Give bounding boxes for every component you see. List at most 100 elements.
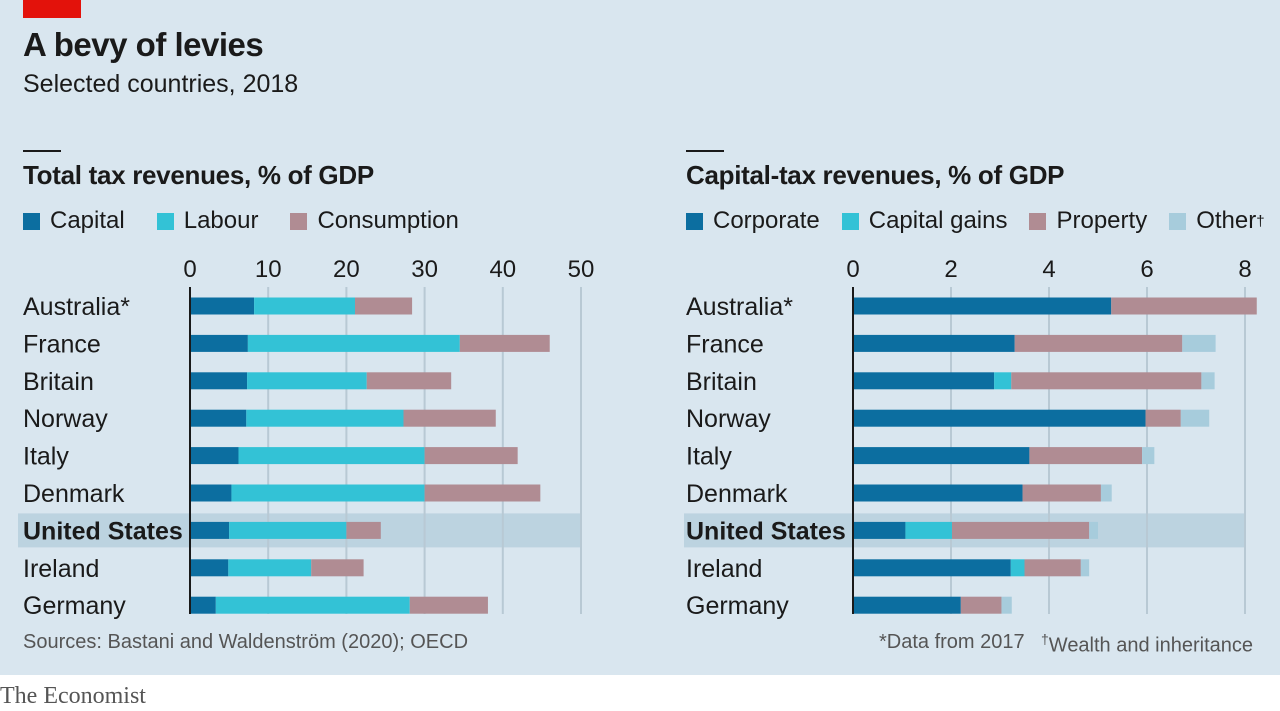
category-label: Britain (23, 368, 94, 396)
bar-segment (1001, 596, 1012, 614)
bar-segment (190, 297, 255, 315)
category-label: Australia* (23, 293, 130, 321)
bar-segment (1111, 297, 1257, 315)
category-label: Ireland (23, 555, 99, 583)
bar-segment (346, 521, 381, 539)
legend-label: Capital (50, 207, 125, 234)
right-legend: Corporate Capital gains Property Other † (686, 207, 1265, 235)
tick-label: 30 (411, 256, 438, 283)
bar-segment (238, 447, 425, 465)
bar-segment (1022, 484, 1101, 502)
legend-label: Capital gains (868, 207, 1008, 234)
bar-segment (190, 334, 248, 352)
bar-segment (1089, 521, 1098, 539)
tick-label: 0 (846, 256, 859, 283)
legend-label: Labour (183, 207, 259, 234)
source-note: Sources: Bastani and Waldenström (2020);… (23, 631, 469, 653)
bar-segment (355, 297, 413, 315)
legend-label: Consumption (317, 207, 459, 234)
bar-segment (1142, 447, 1155, 465)
bar-segment (254, 297, 356, 315)
bar-segment (190, 409, 247, 427)
bar-segment (190, 521, 230, 539)
footnote-2017: *Data from 2017 (879, 631, 1025, 653)
bar-segment (424, 447, 518, 465)
bar-segment (1029, 447, 1143, 465)
legend-swatch (23, 212, 40, 230)
bar-segment (190, 447, 239, 465)
bar-segment (853, 484, 1023, 502)
bar-segment (1180, 409, 1210, 427)
legend-item-capital: Capital (23, 207, 125, 235)
bar-segment (951, 521, 1090, 539)
bar-segment (190, 596, 216, 614)
legend-swatch (1169, 212, 1187, 230)
legend-label: Other (1196, 207, 1257, 234)
bar-segment (905, 521, 952, 539)
category-label: Italy (23, 443, 69, 471)
bar-segment (190, 372, 248, 390)
legend-item-consumption: Consumption (290, 207, 459, 235)
category-label: Norway (686, 405, 771, 433)
chart-title: A bevy of levies (23, 26, 264, 63)
bar-segment (190, 484, 232, 502)
tick-label: 20 (333, 256, 360, 283)
bar-segment (409, 596, 488, 614)
footnote-wealth-text: Wealth and inheritance (1048, 634, 1254, 657)
tick-label: 4 (1042, 256, 1055, 283)
dagger-mark: † (1041, 631, 1049, 647)
economist-logo: The Economist (0, 683, 146, 709)
bar-segment (853, 559, 1011, 577)
bar-segment (247, 372, 367, 390)
category-label: United States (686, 517, 846, 545)
legend-item-other: Other † (1169, 207, 1265, 235)
bar-segment (853, 596, 961, 614)
category-label: Norway (23, 405, 108, 433)
right-chart-title: Capital-tax revenues, % of GDP (686, 160, 1065, 190)
legend-swatch (156, 212, 174, 230)
legend-item-labour: Labour (156, 207, 259, 235)
footnote-wealth: †Wealth and inheritance (1041, 631, 1253, 658)
right-title-rule (686, 150, 724, 152)
bar-segment (1182, 334, 1216, 352)
bar-segment (366, 372, 452, 390)
category-label: Britain (686, 368, 757, 396)
legend-item-corporate: Corporate (686, 207, 820, 235)
bar-segment (190, 559, 229, 577)
left-title-rule (23, 150, 61, 152)
bar-segment (1014, 334, 1183, 352)
bar-segment (1145, 409, 1181, 427)
bar-segment (853, 447, 1030, 465)
bar-segment (215, 596, 410, 614)
bar-segment (424, 484, 541, 502)
chart-subtitle: Selected countries, 2018 (23, 70, 299, 98)
category-label: Denmark (23, 480, 125, 508)
bar-segment (1010, 559, 1025, 577)
bar-segment (994, 372, 1012, 390)
bar-segment (229, 521, 347, 539)
category-label: Denmark (686, 480, 788, 508)
tick-label: 0 (183, 256, 196, 283)
tick-label: 8 (1238, 256, 1251, 283)
bar-segment (853, 334, 1015, 352)
bar-segment (1011, 372, 1202, 390)
bar-segment (853, 372, 995, 390)
bar-segment (853, 297, 1112, 315)
bar-segment (853, 521, 906, 539)
category-label: United States (23, 517, 183, 545)
bar-segment (459, 334, 550, 352)
left-legend: Capital Labour Consumption (23, 207, 491, 235)
tick-label: 40 (489, 256, 516, 283)
legend-swatch (841, 212, 859, 230)
brand-red-tag (23, 0, 81, 18)
category-label: Germany (23, 592, 126, 620)
category-label: France (686, 330, 764, 358)
bar-segment (247, 334, 460, 352)
legend-swatch (686, 212, 703, 230)
dagger-mark: † (1256, 212, 1265, 230)
bar-segment (246, 409, 404, 427)
bar-segment (960, 596, 1002, 614)
bar-segment (1080, 559, 1090, 577)
bar-segment (1024, 559, 1081, 577)
